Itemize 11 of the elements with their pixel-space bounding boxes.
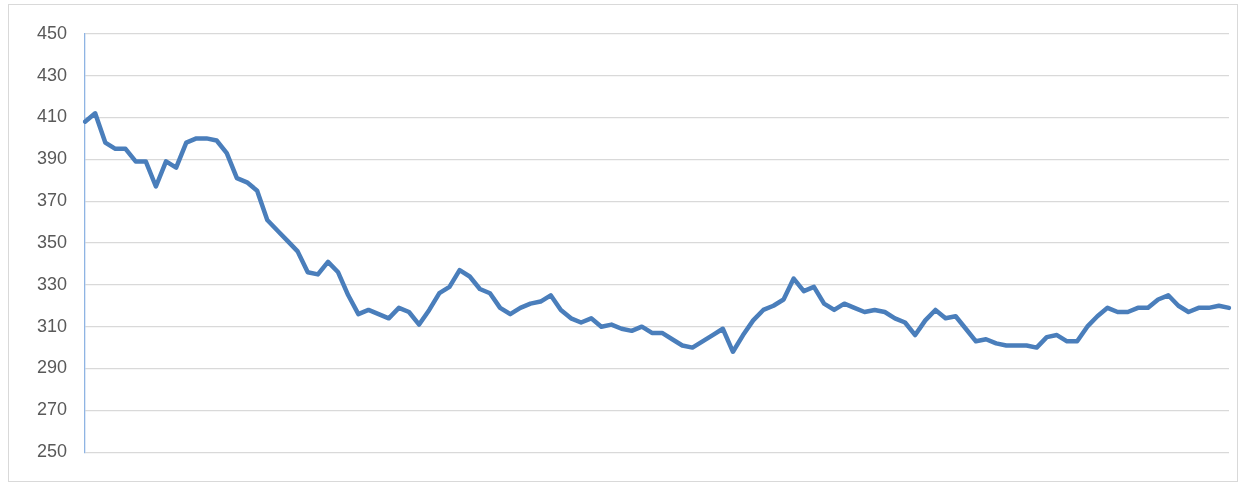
y-tick-label: 270 bbox=[36, 399, 68, 420]
y-tick-label: 450 bbox=[36, 22, 68, 43]
y-tick-label: 410 bbox=[36, 106, 68, 127]
y-tick-label: 430 bbox=[36, 64, 68, 85]
y-tick-label: 250 bbox=[36, 441, 68, 462]
y-tick-label: 310 bbox=[36, 315, 68, 336]
y-tick-label: 290 bbox=[36, 357, 68, 378]
y-tick-label: 390 bbox=[36, 148, 68, 169]
y-tick-label: 350 bbox=[36, 231, 68, 252]
y-tick-label: 330 bbox=[36, 273, 68, 294]
y-tick-label: 370 bbox=[36, 190, 68, 211]
